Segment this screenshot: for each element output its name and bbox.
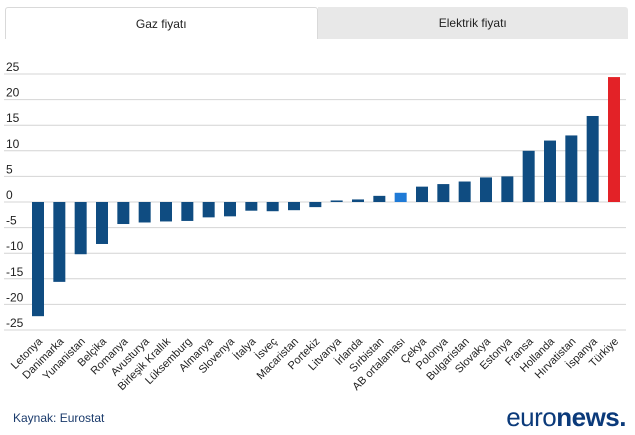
x-tick-label: İtalya <box>231 334 259 362</box>
y-tick-label: 0 <box>6 188 13 202</box>
tab-electricity-price[interactable]: Elektrik fiyatı <box>317 7 628 39</box>
bar-Belçika[interactable] <box>96 202 108 244</box>
y-axis-labels: 25 20 15 10 5 0 -5 -10 -15 -20 -25 <box>6 60 24 330</box>
bar-Bulgaristan[interactable] <box>458 181 471 202</box>
y-tick-label: 20 <box>6 86 20 100</box>
tab-bar: Gaz fiyatı Elektrik fiyatı <box>5 7 628 39</box>
bar-chart: 25 20 15 10 5 0 -5 -10 -15 -20 -25 LetonyaDanimark… <box>4 60 626 393</box>
logo-euro: euro <box>506 402 557 432</box>
y-tick-label: -20 <box>6 290 24 304</box>
bar-Slovenya[interactable] <box>224 202 236 217</box>
bar-Almanya[interactable] <box>202 202 215 218</box>
y-tick-label: -25 <box>6 316 24 330</box>
bar-Letonya[interactable] <box>32 202 44 317</box>
y-tick-label: -10 <box>6 239 24 253</box>
bar-AB ortalaması[interactable] <box>394 192 407 202</box>
bar-Macaristan[interactable] <box>288 202 300 211</box>
bar-Sırbistan[interactable] <box>373 195 386 202</box>
euronews-logo: euronews. <box>506 404 626 430</box>
bar-İspanya[interactable] <box>586 115 599 202</box>
bar-Polonya[interactable] <box>437 184 450 202</box>
x-axis-labels: LetonyaDanimarkaYunanistanBelçikaRomanya… <box>9 334 621 393</box>
bar-Çekya[interactable] <box>416 186 428 202</box>
bar-Slovakya[interactable] <box>480 177 492 202</box>
bar-Portekiz[interactable] <box>309 202 322 208</box>
y-tick-label: 25 <box>6 60 20 74</box>
bar-Hollanda[interactable] <box>544 140 556 202</box>
y-tick-label: 10 <box>6 137 20 151</box>
bar-İsveç[interactable] <box>266 202 279 212</box>
bar-Lüksemburg[interactable] <box>181 202 194 221</box>
source-note: Kaynak: Eurostat <box>13 411 105 425</box>
bars <box>32 77 620 317</box>
bar-Danimarka[interactable] <box>53 202 66 282</box>
bar-İtalya[interactable] <box>245 202 258 211</box>
tab-gas-price[interactable]: Gaz fiyatı <box>5 7 318 39</box>
bar-Birleşik Krallık[interactable] <box>160 202 172 222</box>
bar-Avusturya[interactable] <box>138 202 151 223</box>
bar-Fransa[interactable] <box>522 150 535 202</box>
bar-İrlanda[interactable] <box>352 199 364 202</box>
bar-Türkiye[interactable] <box>608 77 620 202</box>
bar-Yunanistan[interactable] <box>74 202 87 255</box>
bar-Romanya[interactable] <box>117 202 130 225</box>
bar-Hırvatistan[interactable] <box>565 135 578 202</box>
y-tick-label: -5 <box>6 214 17 228</box>
y-tick-label: 5 <box>6 162 13 176</box>
y-tick-label: -15 <box>6 265 24 279</box>
logo-news: news <box>556 402 620 432</box>
y-tick-label: 15 <box>6 111 20 125</box>
bar-Estonya[interactable] <box>501 176 514 202</box>
logo-dot: . <box>619 402 626 432</box>
bar-Litvanya[interactable] <box>330 200 343 202</box>
